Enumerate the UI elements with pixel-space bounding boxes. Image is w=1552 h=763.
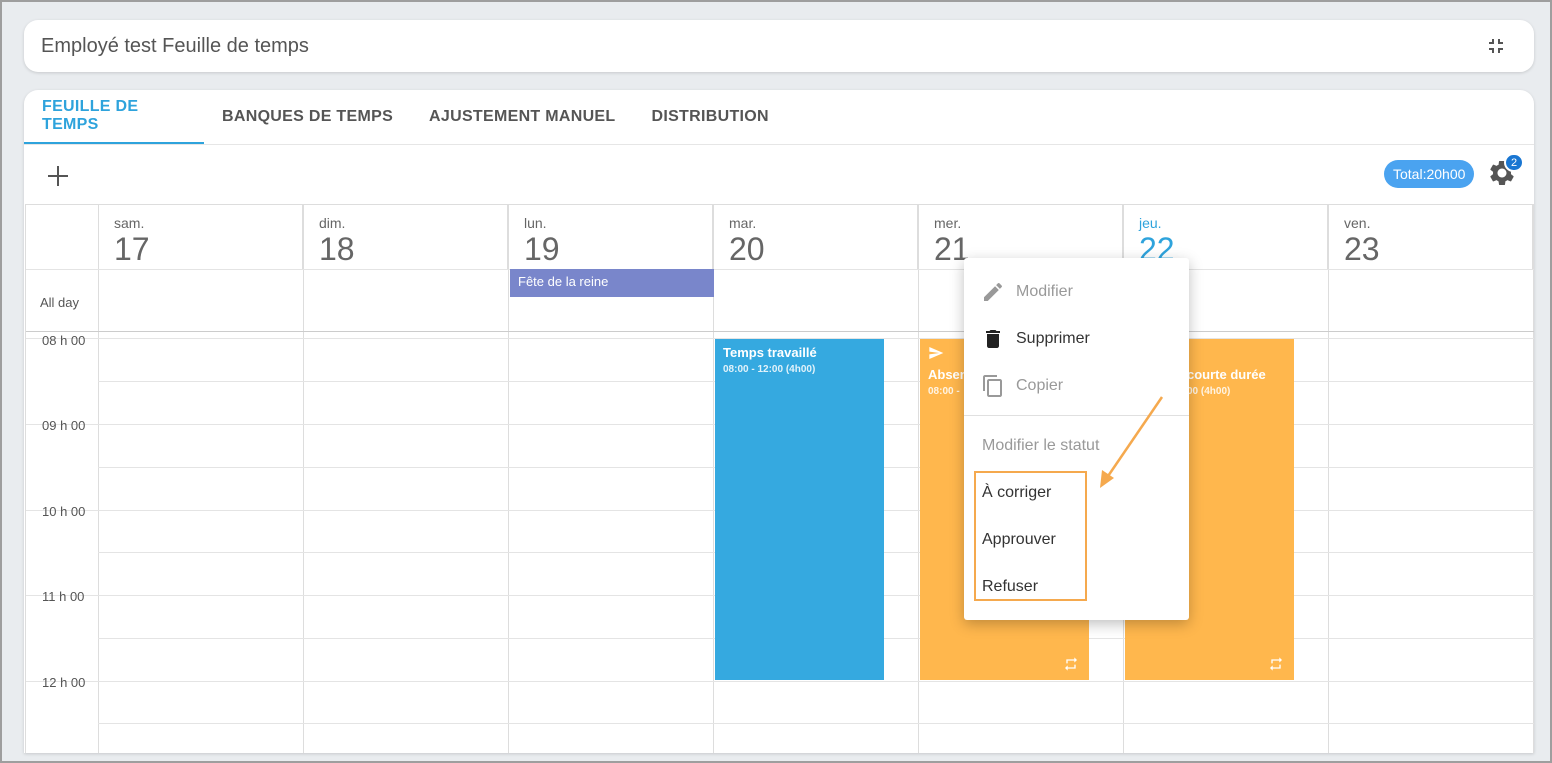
day-header[interactable]: lun. 19 [508, 205, 713, 269]
tab-distribution[interactable]: DISTRIBUTION [651, 108, 769, 125]
page-title: Employé test Feuille de temps [41, 35, 309, 57]
grid-line [1328, 205, 1329, 753]
holiday-event[interactable]: Fête de la reine [510, 269, 714, 297]
grid-line [98, 205, 99, 753]
timesheet-card: FEUILLE DE TEMPS BANQUES DE TEMPS AJUSTE… [24, 90, 1534, 753]
grid-line [26, 681, 1534, 682]
day-header[interactable]: dim. 18 [303, 205, 508, 269]
tab-bar: FEUILLE DE TEMPS BANQUES DE TEMPS AJUSTE… [24, 90, 787, 144]
grid-line [98, 723, 1534, 724]
grid-line [508, 205, 509, 753]
day-number: 20 [729, 231, 765, 267]
status-subheader: Modifier le statut [982, 437, 1100, 454]
menu-label: Copier [1016, 376, 1064, 394]
notification-badge: 2 [1504, 153, 1525, 172]
day-header[interactable]: sam. 17 [98, 205, 303, 269]
time-label: 08 h 00 [42, 333, 86, 348]
refuse-menu-item[interactable]: Refuser [982, 577, 1039, 595]
highlight-box [974, 471, 1087, 601]
grid-line [26, 269, 1534, 270]
day-number: 19 [524, 231, 560, 267]
worked-time-event[interactable]: Temps travaillé 08:00 - 12:00 (4h00) [715, 339, 884, 680]
all-day-label: All day [40, 295, 80, 310]
day-of-week: dim. [319, 215, 346, 231]
calendar-grid: sam. 17 dim. 18 lun. 19 mar. 20 mer. 21 … [25, 204, 1534, 753]
grid-line [1533, 205, 1534, 753]
day-number: 23 [1344, 231, 1380, 267]
event-time: 00 (4h00) [1187, 386, 1231, 397]
collapse-icon[interactable] [1484, 34, 1508, 58]
tab-ajustement-manuel[interactable]: AJUSTEMENT MANUEL [429, 108, 616, 125]
time-label: 11 h 00 [42, 589, 85, 604]
day-number: 17 [114, 231, 150, 267]
day-of-week: jeu. [1139, 215, 1162, 231]
event-title: Absen [928, 367, 968, 382]
modify-menu-item[interactable]: Modifier [964, 268, 1189, 315]
header-card: Employé test Feuille de temps [24, 20, 1534, 72]
repeat-icon [1065, 657, 1077, 671]
approve-menu-item[interactable]: Approuver [982, 530, 1056, 548]
settings-button[interactable]: 2 [1487, 153, 1525, 188]
menu-divider [964, 415, 1189, 416]
pencil-icon [984, 282, 1003, 301]
arrow-annotation-icon [1100, 396, 1164, 488]
repeat-icon [1270, 657, 1282, 671]
day-header[interactable]: mar. 20 [713, 205, 918, 269]
delete-menu-item[interactable]: Supprimer [964, 315, 1189, 362]
grid-line [918, 205, 919, 753]
day-of-week: mer. [934, 215, 962, 231]
day-of-week: mar. [729, 215, 757, 231]
event-title: courte durée [1187, 367, 1266, 382]
day-header[interactable]: mer. 21 [918, 205, 1123, 269]
day-number: 18 [319, 231, 355, 267]
time-label: 09 h 00 [42, 418, 86, 433]
tab-feuille-de-temps[interactable]: FEUILLE DE TEMPS [24, 90, 204, 144]
day-header[interactable]: ven. 23 [1328, 205, 1533, 269]
context-menu: Modifier Supprimer Copier Modifier le st… [964, 258, 1189, 620]
to-correct-menu-item[interactable]: À corriger [982, 483, 1052, 501]
plus-icon[interactable] [42, 160, 74, 192]
event-title: Temps travaillé [723, 345, 817, 360]
day-number: 21 [934, 231, 970, 267]
event-time: 08:00 - [928, 386, 960, 397]
trash-icon [986, 329, 1000, 348]
menu-label: Modifier [1016, 282, 1073, 300]
send-icon [929, 347, 944, 359]
day-of-week: lun. [524, 215, 547, 231]
grid-line [303, 205, 304, 753]
grid-line [713, 205, 714, 753]
event-time: 08:00 - 12:00 (4h00) [723, 364, 816, 375]
time-label: 10 h 00 [42, 504, 86, 519]
tab-banques-de-temps[interactable]: BANQUES DE TEMPS [222, 108, 394, 125]
grid-line [26, 338, 1534, 339]
day-of-week: sam. [114, 215, 145, 231]
time-label: 12 h 00 [42, 675, 86, 690]
day-of-week: ven. [1344, 215, 1371, 231]
total-badge: Total:20h00 [1384, 160, 1475, 188]
menu-label: Supprimer [1016, 329, 1090, 347]
grid-line [26, 331, 1534, 332]
copy-menu-item[interactable]: Copier [964, 362, 1189, 409]
tabs-divider [24, 144, 1534, 145]
copy-icon [983, 374, 1002, 397]
